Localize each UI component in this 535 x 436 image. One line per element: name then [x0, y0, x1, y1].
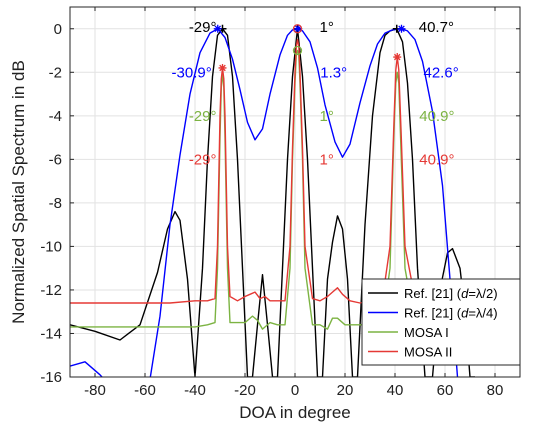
peak-annotation: 40.9°	[419, 108, 454, 125]
y-tick-label: -14	[40, 325, 62, 342]
legend-entry: MOSA I	[404, 325, 449, 340]
x-tick-label: -40	[184, 382, 206, 399]
y-tick-label: -16	[40, 369, 62, 386]
peak-annotation: -29°	[189, 108, 217, 125]
x-tick-label: 40	[387, 382, 404, 399]
peak-annotation: 1°	[320, 108, 334, 125]
peak-marker-star	[218, 63, 227, 72]
x-tick-label: 20	[337, 382, 354, 399]
peak-markers	[213, 24, 406, 72]
x-axis-label: DOA in degree	[239, 403, 351, 422]
peak-annotation: 1°	[320, 151, 334, 168]
peak-annotation: 40.9°	[419, 151, 454, 168]
peak-annotation: 42.6°	[424, 64, 459, 81]
legend-entry: Ref. [21] (d=λ/4)	[404, 306, 498, 321]
y-tick-label: -4	[49, 108, 62, 125]
legend: Ref. [21] (d=λ/2) Ref. [21] (d=λ/4) MOSA I…	[361, 278, 521, 366]
x-tick-label: -80	[84, 382, 106, 399]
peak-marker-star	[294, 24, 303, 33]
peak-annotation: -29°	[189, 151, 217, 168]
legend-entry: MOSA II	[404, 345, 452, 360]
y-tick-label: -12	[40, 282, 62, 299]
legend-entry: Ref. [21] (d=λ/2)	[404, 286, 498, 301]
peak-annotation: 1.3°	[320, 64, 347, 81]
y-axis-label: Normalized Spatial Spectrum in dB	[9, 60, 28, 324]
peak-marker-star	[397, 24, 406, 33]
y-tick-label: -10	[40, 238, 62, 255]
peak-marker-circle	[292, 24, 303, 34]
x-tick-label: -20	[234, 382, 256, 399]
y-tick-label: 0	[54, 21, 62, 38]
series-line-1	[70, 28, 459, 377]
y-tick-label: -6	[49, 151, 62, 168]
peak-annotations: -29° 1° 40.7° -30.9° 1.3° 42.6° -29° 1° 40.9° -29…	[172, 19, 459, 169]
x-tick-label: 60	[437, 382, 454, 399]
peak-annotation: -29°	[189, 19, 217, 36]
y-tick-label: -8	[49, 195, 62, 212]
peak-marker-circle	[292, 45, 303, 56]
x-tick-label: 80	[487, 382, 504, 399]
x-tick-label: 0	[291, 382, 299, 399]
peak-marker-star	[213, 24, 222, 33]
peak-marker-star	[393, 53, 402, 62]
y-tick-label: -2	[49, 64, 62, 81]
x-tick-label: -60	[134, 382, 156, 399]
series-line-0	[70, 28, 475, 377]
peak-annotation: -30.9°	[172, 64, 212, 81]
peak-annotation: 40.7°	[419, 19, 454, 36]
peak-annotation: 1°	[320, 19, 334, 36]
